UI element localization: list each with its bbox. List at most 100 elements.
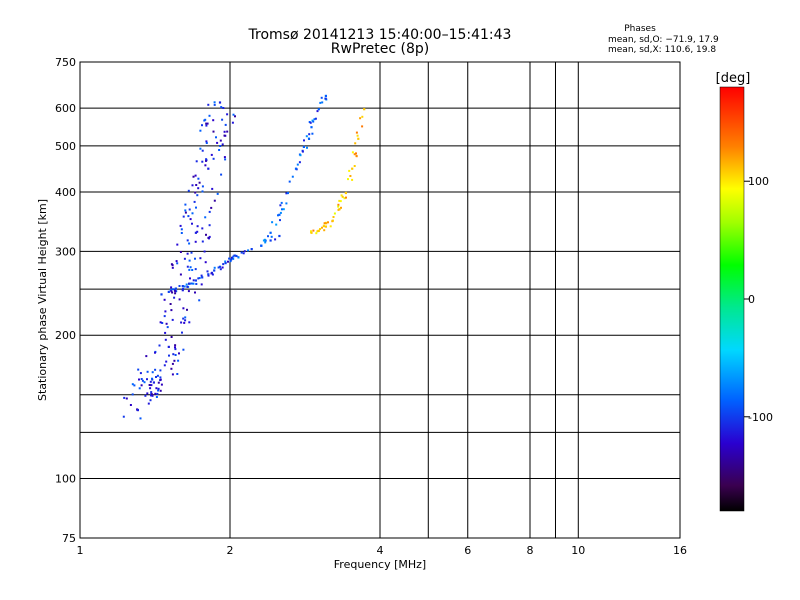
scatter-point xyxy=(154,392,157,395)
scatter-point xyxy=(212,119,215,122)
scatter-point xyxy=(319,228,321,231)
scatter-point xyxy=(184,316,187,319)
scatter-point xyxy=(155,396,158,398)
scatter-point xyxy=(351,178,354,181)
trace-point xyxy=(194,231,197,234)
scatter-point xyxy=(122,415,125,418)
scatter-point xyxy=(194,240,197,243)
scatter-point xyxy=(171,291,174,294)
scatter-point xyxy=(188,321,191,324)
y-tick-label: 400 xyxy=(55,186,76,199)
scatter-point xyxy=(139,372,142,375)
scatter-point xyxy=(164,310,167,313)
scatter-point xyxy=(171,373,174,376)
trace-point xyxy=(218,101,222,104)
trace-point xyxy=(213,269,216,272)
scatter-point xyxy=(329,225,332,228)
scatter-point xyxy=(190,251,193,254)
trace-point xyxy=(338,208,341,211)
scatter-point xyxy=(208,114,211,117)
scatter-point xyxy=(145,355,148,358)
scatter-point xyxy=(160,383,163,386)
trace-point xyxy=(174,287,177,290)
scatter-point xyxy=(191,184,194,187)
scatter-point xyxy=(308,133,311,136)
colorbar xyxy=(719,86,745,512)
scatter-point xyxy=(308,138,311,140)
trace-point xyxy=(324,94,327,97)
scatter-point xyxy=(361,115,364,118)
scatter-point xyxy=(164,338,167,341)
trace-point xyxy=(235,254,238,258)
scatter-point xyxy=(205,142,208,144)
scatter-point xyxy=(159,378,162,381)
scatter-point xyxy=(171,362,174,365)
scatter-point xyxy=(170,286,173,289)
scatter-point xyxy=(270,235,273,238)
scatter-point xyxy=(316,230,319,233)
scatter-point xyxy=(164,331,167,334)
scatter-point xyxy=(149,387,152,390)
scatter-point xyxy=(210,206,213,209)
scatter-point xyxy=(133,384,136,387)
trace-point xyxy=(188,282,191,285)
scatter-point xyxy=(151,371,154,374)
scatter-point xyxy=(200,274,203,277)
scatter-point xyxy=(197,177,200,180)
colorbar-label: [deg] xyxy=(716,71,751,86)
scatter-point xyxy=(205,158,208,161)
scatter-point xyxy=(337,203,340,206)
scatter-point xyxy=(166,326,169,329)
scatter-point xyxy=(333,212,336,215)
scatter-point xyxy=(143,381,146,384)
trace-point xyxy=(310,126,313,129)
scatter-point xyxy=(189,266,192,269)
scatter-point xyxy=(279,219,281,222)
scatter-point xyxy=(220,106,223,109)
plot-frame xyxy=(79,61,681,539)
scatter-point xyxy=(182,307,185,310)
trace-point xyxy=(207,167,210,170)
scatter-point xyxy=(182,348,185,351)
scatter-point xyxy=(222,263,225,266)
scatter-point xyxy=(178,285,181,287)
scatter-point xyxy=(163,315,166,318)
x-tick-label: 8 xyxy=(527,544,534,557)
scatter-point xyxy=(279,204,282,207)
scatter-point xyxy=(340,194,343,197)
scatter-point xyxy=(150,394,152,397)
scatter-point xyxy=(150,384,153,387)
scatter-point xyxy=(174,289,177,292)
scatter-point xyxy=(195,184,198,186)
y-tick-label: 200 xyxy=(55,329,76,342)
x-tick-label: 10 xyxy=(571,544,585,557)
scatter-point xyxy=(204,216,207,219)
trace-point xyxy=(181,289,184,292)
scatter-point xyxy=(338,199,341,202)
colorbar-ticks: 100 0 -100 xyxy=(744,175,773,424)
trace-point xyxy=(317,229,320,232)
scatter-point xyxy=(179,224,182,227)
scatter-point xyxy=(213,266,216,269)
scatter-point xyxy=(247,249,250,252)
grid-lines xyxy=(80,62,680,538)
scatter-point xyxy=(184,203,187,206)
scatter-point xyxy=(186,285,189,288)
scatter-point xyxy=(221,118,224,121)
scatter-point xyxy=(192,175,195,178)
scatter-point xyxy=(325,222,328,225)
scatter-point xyxy=(187,290,190,293)
y-tick-label: 100 xyxy=(55,473,76,486)
scatter-point xyxy=(187,215,190,218)
scatter-point xyxy=(223,130,226,133)
scatter-point xyxy=(306,146,308,149)
scatter-point xyxy=(188,259,191,262)
scatter-point xyxy=(219,145,222,147)
scatter-point xyxy=(204,261,207,264)
scatter-point xyxy=(264,241,267,244)
scatter-point xyxy=(213,103,216,106)
scatter-point xyxy=(354,142,357,145)
scatter-point xyxy=(196,194,199,197)
trace-point xyxy=(152,381,155,384)
scatter-point xyxy=(148,384,151,386)
